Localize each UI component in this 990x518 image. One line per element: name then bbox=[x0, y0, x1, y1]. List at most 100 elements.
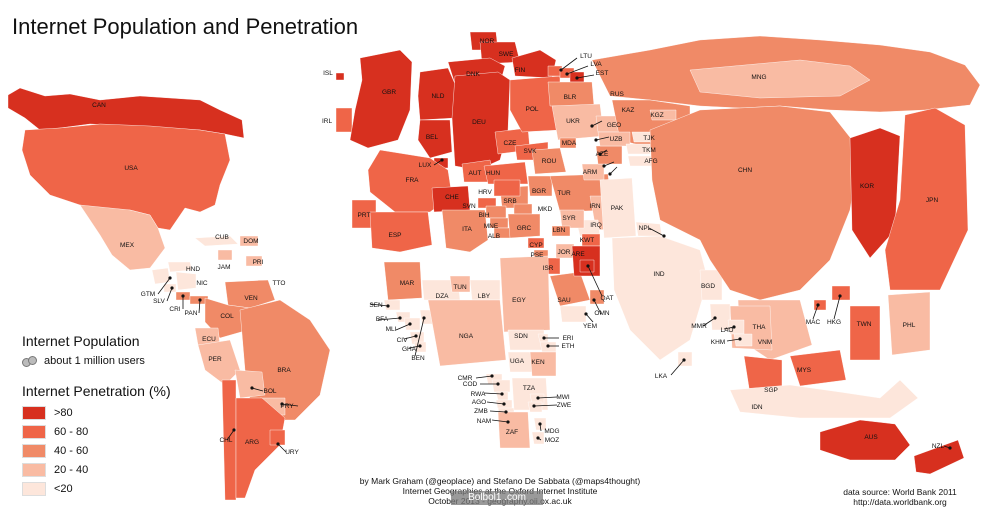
country-label-alb: ALB bbox=[488, 233, 500, 240]
country-label-mkd: MKD bbox=[538, 206, 553, 213]
leader-line bbox=[603, 161, 615, 167]
leader-dot bbox=[168, 276, 172, 280]
land-regions bbox=[7, 31, 981, 501]
user-dots-icon bbox=[22, 356, 38, 367]
country-label-kwt: KWT bbox=[580, 237, 594, 244]
leader-dot bbox=[536, 396, 540, 400]
country-label-tjk: TJK bbox=[643, 135, 655, 142]
country-label-yem: YEM bbox=[583, 323, 597, 330]
leader-dot bbox=[713, 316, 717, 320]
leader-dot bbox=[250, 386, 254, 390]
country-label-nor: NOR bbox=[480, 38, 495, 45]
country-cyp bbox=[527, 237, 545, 249]
country-deu bbox=[451, 71, 511, 171]
country-syr bbox=[559, 209, 585, 229]
legend-class-label: <20 bbox=[54, 483, 73, 495]
country-label-hkg: HKG bbox=[827, 319, 841, 326]
leader-line bbox=[483, 392, 503, 395]
country-label-idn: IDN bbox=[751, 404, 763, 411]
country-mda bbox=[559, 137, 577, 149]
leader-dot bbox=[280, 402, 284, 406]
country-label-mex: MEX bbox=[120, 242, 135, 249]
country-label-cyp: CYP bbox=[529, 242, 542, 249]
leader-line bbox=[369, 303, 389, 307]
country-chn bbox=[649, 105, 861, 301]
leader-dot bbox=[738, 337, 742, 341]
country-label-rou: ROU bbox=[542, 158, 557, 165]
country-label-ita: ITA bbox=[462, 226, 472, 233]
country-label-nga: NGA bbox=[459, 333, 474, 340]
country-label-moz: MOZ bbox=[545, 437, 559, 444]
country-grc bbox=[507, 213, 541, 239]
country-irl bbox=[335, 107, 353, 133]
country-egy bbox=[499, 255, 551, 333]
leader-dot bbox=[948, 446, 952, 450]
country-bel bbox=[417, 119, 453, 159]
country-label-uga: UGA bbox=[510, 358, 525, 365]
country-cub bbox=[194, 235, 239, 247]
country-label-sen: SEN bbox=[369, 302, 383, 309]
country-label-cod: COD bbox=[463, 381, 478, 388]
data-source-label: data source: World Bank 2011 bbox=[843, 487, 957, 497]
leader-line bbox=[587, 265, 603, 297]
country-aus bbox=[819, 419, 911, 461]
country-label-ecu: ECU bbox=[202, 336, 216, 343]
country-label-nld: NLD bbox=[431, 93, 444, 100]
country-label-rus: RUS bbox=[610, 91, 624, 98]
country-mac bbox=[813, 299, 827, 311]
country-label-twn: TWN bbox=[857, 321, 872, 328]
country-label-zwe: ZWE bbox=[557, 402, 572, 409]
country-jam bbox=[217, 249, 233, 261]
country-label-tha: THA bbox=[753, 324, 767, 331]
country-label-prt: PRT bbox=[358, 212, 371, 219]
country-label-mmr: MMR bbox=[691, 323, 707, 330]
leader-line bbox=[648, 227, 665, 237]
leader-line bbox=[475, 375, 493, 379]
country-label-pry: PRY bbox=[280, 403, 294, 410]
country-label-lux: LUX bbox=[419, 162, 432, 169]
country-label-sdn: SDN bbox=[514, 333, 528, 340]
leader-dot bbox=[602, 164, 606, 168]
country-label-pan: PAN bbox=[185, 310, 198, 317]
country-label-ltu: LTU bbox=[580, 53, 592, 60]
country-ven bbox=[224, 279, 276, 309]
leader-dot bbox=[732, 325, 736, 329]
country-jpn bbox=[884, 107, 969, 291]
country-label-mar: MAR bbox=[400, 280, 415, 287]
country-label-lva: LVA bbox=[590, 61, 602, 68]
country-label-fin: FIN bbox=[515, 67, 526, 74]
leader-dot bbox=[682, 358, 686, 362]
leader-line bbox=[833, 295, 841, 320]
country-ita bbox=[441, 209, 489, 253]
country-zaf bbox=[497, 411, 531, 449]
leader-line bbox=[609, 166, 618, 175]
country-label-pak: PAK bbox=[611, 205, 624, 212]
country-gtm bbox=[151, 267, 171, 285]
map-title: Internet Population and Penetration bbox=[12, 14, 359, 39]
country-label-aze: AZE bbox=[596, 151, 609, 158]
country-ken bbox=[529, 351, 557, 377]
country-label-chl: CHL bbox=[219, 437, 232, 444]
leader-line bbox=[560, 57, 578, 71]
country-label-gtm: GTM bbox=[141, 291, 155, 298]
country-label-mli: MLI bbox=[386, 326, 397, 333]
leader-line bbox=[403, 335, 417, 340]
leader-line bbox=[593, 299, 602, 315]
country-label-cze: CZE bbox=[504, 140, 518, 147]
country-label-irq: IRQ bbox=[590, 222, 602, 229]
leader-line bbox=[408, 345, 421, 349]
country-yem bbox=[559, 305, 587, 323]
country-label-mda: MDA bbox=[562, 140, 577, 147]
country-label-ukr: UKR bbox=[566, 118, 580, 125]
country-hun bbox=[483, 161, 529, 185]
leader-line bbox=[489, 410, 507, 413]
country-ury bbox=[269, 429, 286, 446]
leader-dot bbox=[502, 402, 506, 406]
leader-dot bbox=[575, 76, 579, 80]
country-label-chn: CHN bbox=[738, 167, 752, 174]
leader-dot bbox=[398, 316, 402, 320]
leader-line bbox=[702, 317, 716, 327]
country-label-vnm: VNM bbox=[758, 339, 772, 346]
